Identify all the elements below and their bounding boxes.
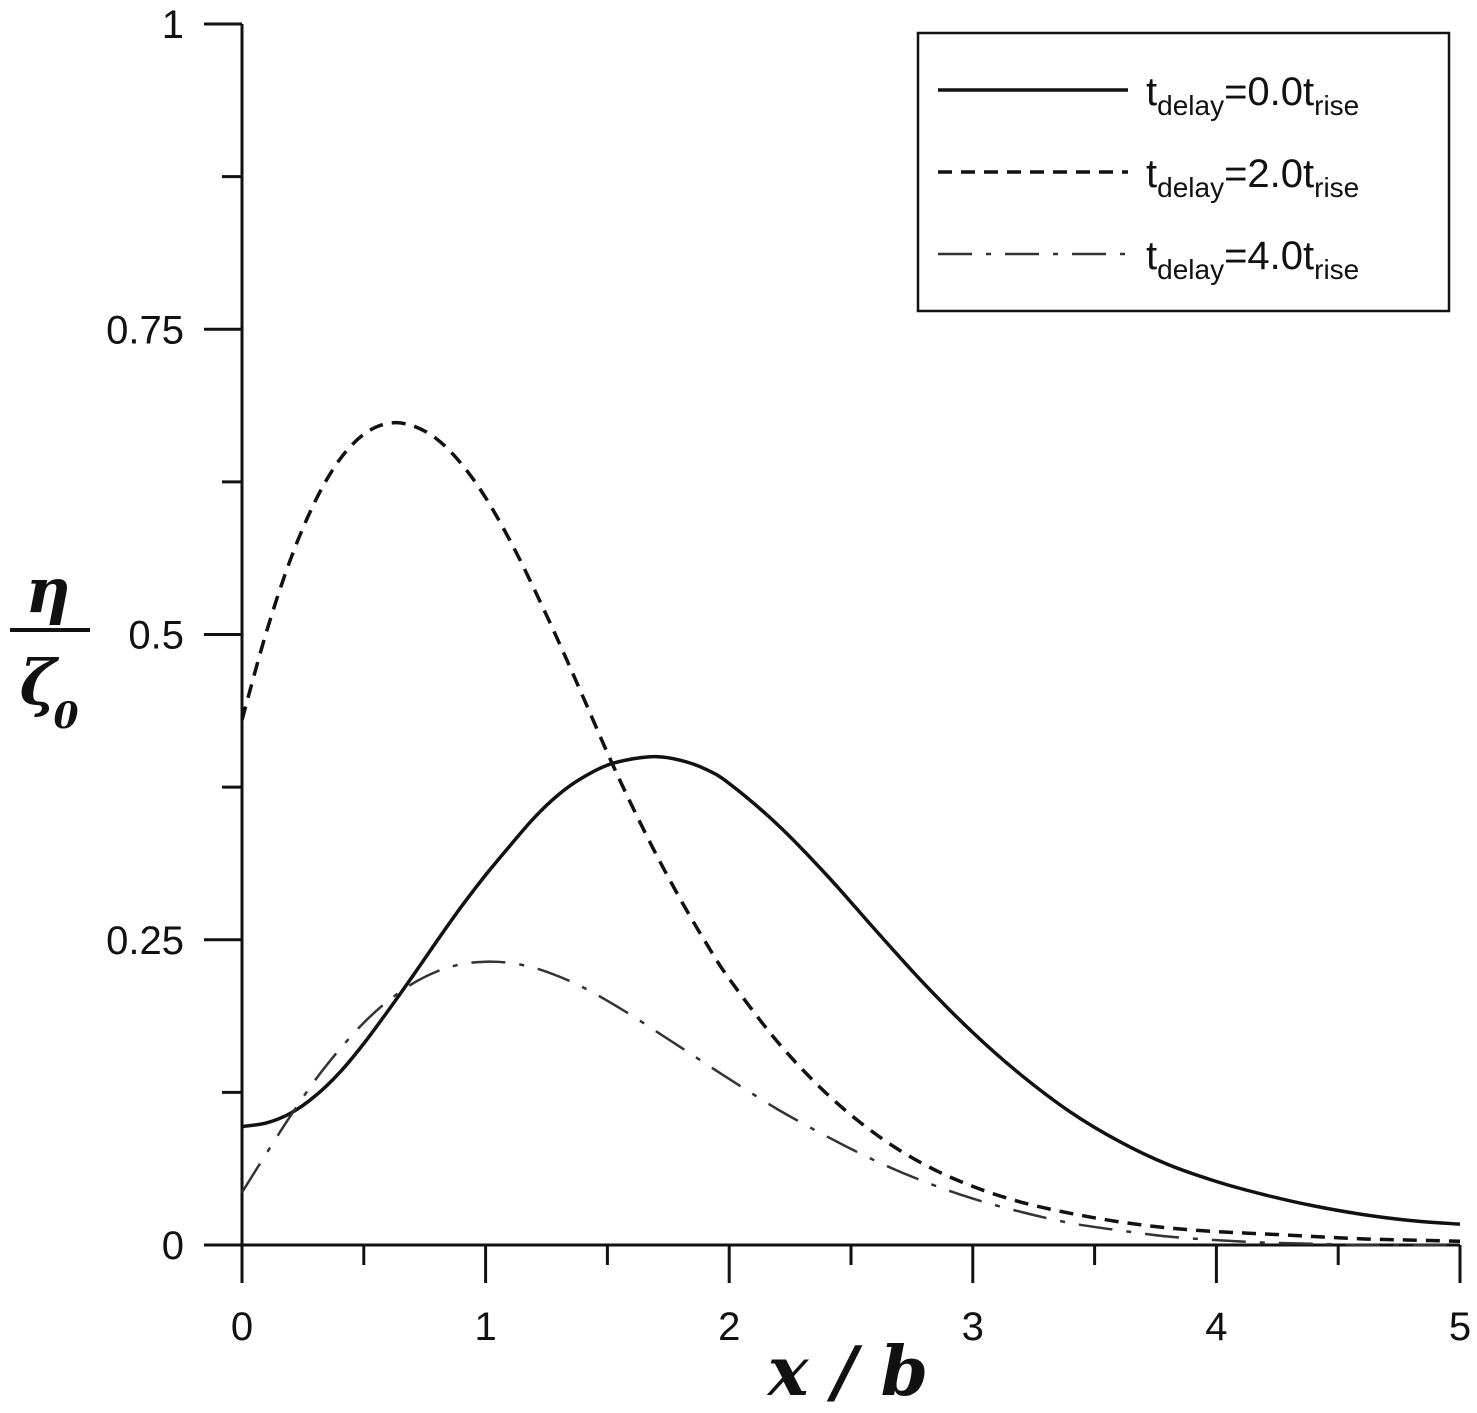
y-tick-label-0.5: 0.5 [128, 614, 184, 658]
y-axis-label: η ζ 0 [10, 554, 90, 737]
y-tick-label-0.75: 0.75 [106, 308, 184, 352]
x-tick-label-4: 4 [1205, 1305, 1227, 1349]
x-tick-label-3: 3 [962, 1305, 984, 1349]
legend-label-3: tdelay=4.0trise [1146, 234, 1359, 285]
y-label-denominator-subscript: 0 [53, 695, 78, 737]
legend: tdelay=0.0trise tdelay=2.0trise tdelay=4.0… [916, 31, 1451, 313]
x-tick-label-0: 0 [231, 1305, 253, 1349]
series-line-2 [240, 420, 1461, 1244]
x-tick-label-1: 1 [474, 1305, 496, 1349]
x-axis-label: x / b [766, 1332, 928, 1412]
y-tick-label-0.25: 0.25 [106, 919, 184, 963]
y-label-numerator: η [25, 554, 70, 627]
legend-label-1: tdelay=0.0trise [1146, 70, 1359, 121]
legend-label-2: tdelay=2.0trise [1146, 152, 1359, 203]
y-label-denominator: ζ [20, 646, 60, 719]
series-group [240, 420, 1461, 1247]
x-tick-label-5: 5 [1449, 1305, 1471, 1349]
axes: 0 1 2 3 4 5 0 0.25 0.5 0.75 1 [106, 3, 1471, 1349]
y-tick-label-1: 1 [162, 3, 184, 47]
x-tick-label-2: 2 [718, 1305, 740, 1349]
legend-box [916, 31, 1451, 313]
y-tick-label-0: 0 [162, 1224, 184, 1268]
series-line-1 [241, 754, 1461, 1226]
series-line-3 [240, 960, 1460, 1247]
